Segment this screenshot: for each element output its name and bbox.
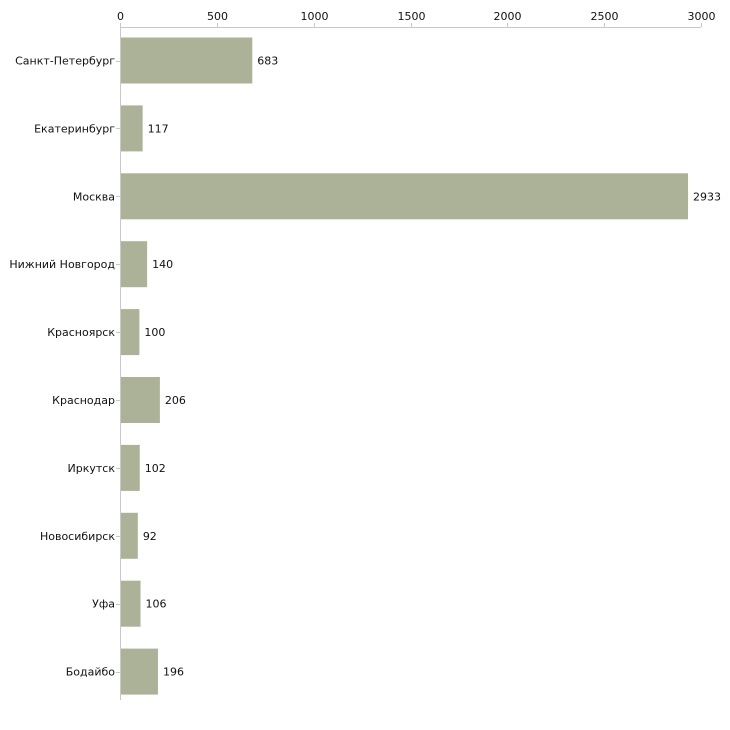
value-label: 100 [144, 326, 165, 339]
bars-group [121, 37, 689, 695]
x-tick-label: 0 [117, 10, 124, 23]
value-label: 102 [145, 462, 166, 475]
bar [121, 37, 253, 84]
bar [121, 377, 160, 423]
bar [121, 580, 141, 627]
category-label: Новосибирск [40, 530, 115, 543]
bar [121, 648, 158, 695]
value-label: 2933 [693, 190, 721, 203]
x-tick-label: 1500 [398, 10, 426, 23]
value-label: 117 [148, 122, 169, 135]
value-label: 106 [146, 598, 167, 611]
bar [121, 309, 140, 356]
category-label: Москва [73, 190, 115, 203]
value-label: 206 [165, 394, 186, 407]
x-tick-label: 2000 [494, 10, 522, 23]
category-label: Краснодар [52, 394, 115, 407]
value-label: 92 [143, 530, 157, 543]
bar [121, 173, 689, 220]
bar [121, 105, 143, 152]
value-label: 683 [257, 55, 278, 68]
category-label: Бодайбо [66, 666, 116, 679]
category-label: Иркутск [68, 462, 116, 475]
category-label: Санкт-Петербург [15, 55, 115, 68]
bar [121, 241, 148, 288]
labels-group: Санкт-Петербург 683 Екатеринбург 117 Москва 2… [9, 55, 721, 679]
x-tick-label: 3000 [688, 10, 716, 23]
category-label: Нижний Новгород [9, 258, 115, 271]
value-label: 196 [163, 666, 184, 679]
value-label: 140 [152, 258, 173, 271]
x-tick-label: 500 [207, 10, 228, 23]
x-tick-label: 1000 [301, 10, 329, 23]
bar [121, 512, 138, 559]
x-tick-label: 2500 [591, 10, 619, 23]
category-label: Уфа [92, 598, 115, 611]
category-label: Екатеринбург [34, 122, 115, 135]
x-axis: 0 500 1000 1500 2000 2500 3000 [117, 10, 716, 27]
bar [121, 444, 140, 491]
category-label: Красноярск [47, 326, 115, 339]
